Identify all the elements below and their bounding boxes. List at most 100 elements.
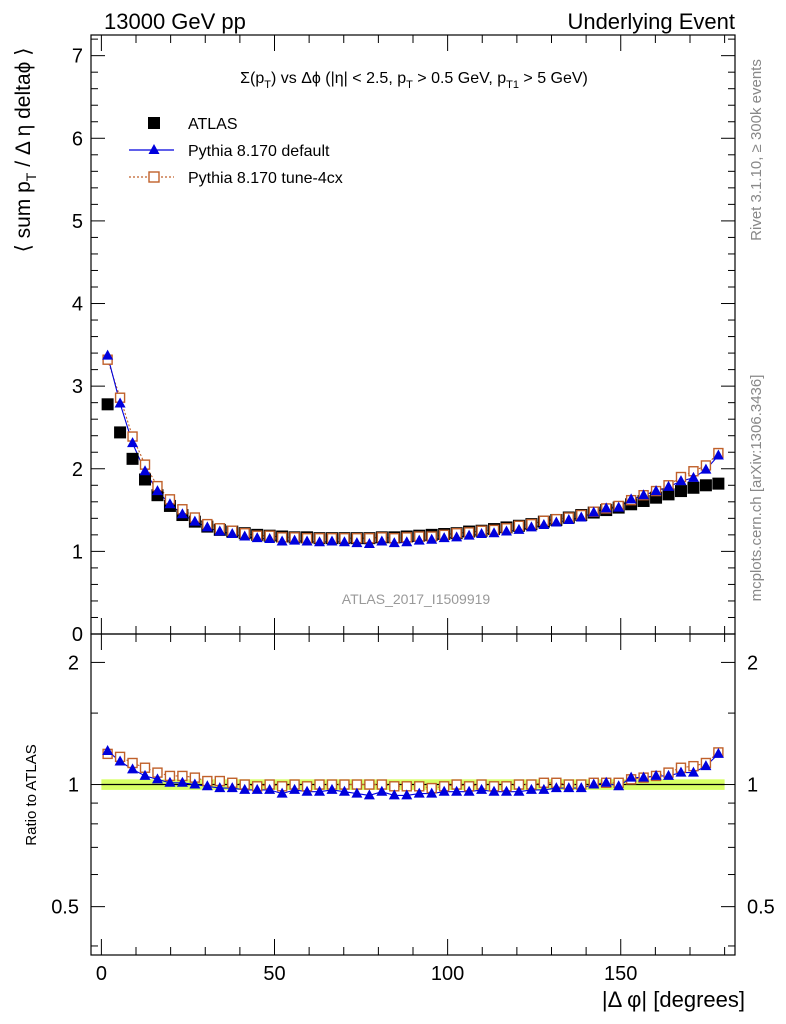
- legend-marker-tune: [148, 171, 160, 183]
- atlas-point: [114, 426, 127, 439]
- y-tick-label: 6: [72, 128, 83, 150]
- x-axis-label: |Δ φ| [degrees]: [602, 987, 745, 1012]
- ratio-default-point: [476, 783, 488, 794]
- ratio-default-point: [638, 771, 650, 782]
- ratio-default-point: [563, 782, 575, 793]
- series-line-tune-4cx: [107, 359, 719, 539]
- y-axis-label: ⟨ sum pT / Δ η deltaϕ ⟩: [12, 48, 39, 253]
- default-point: [625, 493, 637, 504]
- y-tick-label: 0: [72, 624, 83, 646]
- default-point: [351, 537, 363, 548]
- ratio-default-point: [114, 755, 126, 766]
- legend-label-tune: Pythia 8.170 tune-4cx: [188, 170, 343, 187]
- ratio-default-point: [251, 783, 263, 794]
- ratio-default-point: [463, 785, 475, 796]
- default-point: [264, 532, 276, 543]
- default-point: [114, 397, 126, 408]
- ratio-default-point: [351, 787, 363, 798]
- legend-marker-atlas: [148, 117, 160, 129]
- y-tick-label: 3: [72, 376, 83, 398]
- ratio-default-point: [326, 783, 338, 794]
- ratio-y-tick-label-right: 0.5: [747, 897, 775, 919]
- atlas-point: [139, 473, 152, 486]
- ratio-default-point: [189, 778, 201, 789]
- ratio-default-point: [201, 780, 213, 791]
- chart-title: Σ(pT) vs Δϕ (|η| < 2.5, pT > 0.5 GeV, pT…: [240, 70, 588, 91]
- ratio-default-point: [712, 747, 724, 758]
- default-point: [525, 521, 537, 532]
- default-point: [401, 536, 413, 547]
- default-point: [675, 475, 687, 486]
- default-point: [301, 535, 313, 546]
- default-point: [164, 498, 176, 509]
- y-tick-label: 1: [72, 541, 83, 563]
- ratio-default-point: [301, 785, 313, 796]
- default-point: [214, 525, 226, 536]
- atlas-point: [687, 481, 700, 494]
- ratio-y-tick-label-right: 1: [747, 775, 758, 797]
- ratio-default-point: [388, 789, 400, 800]
- legend-label-atlas: ATLAS: [188, 116, 238, 133]
- ratio-tune-4cx-point: [364, 779, 375, 790]
- ratio-y-tick-label: 0.5: [51, 897, 79, 919]
- default-point: [463, 529, 475, 540]
- default-point: [326, 535, 338, 546]
- ratio-default-point: [500, 785, 512, 796]
- default-point: [289, 534, 301, 545]
- ratio-y-tick-label: 2: [68, 652, 79, 674]
- ratio-y-axis-label: Ratio to ATLAS: [23, 744, 40, 845]
- x-tick-label: 0: [96, 963, 107, 985]
- ratio-default-point: [226, 782, 238, 793]
- ratio-default-point: [139, 769, 151, 780]
- ratio-default-point: [151, 773, 163, 784]
- default-point: [338, 536, 350, 547]
- ratio-default-point: [525, 783, 537, 794]
- ratio-default-point: [575, 782, 587, 793]
- default-point: [650, 485, 662, 496]
- header-process: Underlying Event: [567, 9, 735, 34]
- default-point: [189, 515, 201, 526]
- atlas-point: [674, 485, 687, 498]
- ratio-y-tick-label-right: 2: [747, 652, 758, 674]
- default-point: [139, 465, 151, 476]
- default-point: [638, 489, 650, 500]
- default-point: [600, 502, 612, 513]
- default-point: [176, 508, 188, 519]
- header-collision: 13000 GeV pp: [104, 9, 246, 34]
- default-point: [314, 536, 326, 547]
- x-tick-label: 150: [604, 963, 637, 985]
- ratio-default-point: [700, 760, 712, 771]
- atlas-point: [101, 398, 114, 411]
- default-point: [488, 527, 500, 538]
- ratio-default-point: [550, 782, 562, 793]
- default-point: [550, 516, 562, 527]
- ratio-default-point: [276, 787, 288, 798]
- mcplots-label: mcplots.cern.ch [arXiv:1306.3436]: [748, 375, 765, 602]
- atlas-point: [712, 477, 725, 490]
- y-tick-label: 2: [72, 459, 83, 481]
- ratio-default-point: [363, 789, 375, 800]
- default-point: [451, 531, 463, 542]
- default-point: [438, 532, 450, 543]
- ratio-default-point: [176, 776, 188, 787]
- y-tick-label: 5: [72, 211, 83, 233]
- y-tick-label: 4: [72, 294, 83, 316]
- default-point: [426, 533, 438, 544]
- ratio-default-point: [264, 783, 276, 794]
- ratio-default-point: [513, 785, 525, 796]
- ratio-default-point: [588, 778, 600, 789]
- ratio-default-point: [663, 769, 675, 780]
- default-point: [251, 532, 263, 543]
- default-point: [127, 437, 139, 448]
- default-point: [276, 535, 288, 546]
- ratio-default-point: [625, 771, 637, 782]
- default-point: [700, 463, 712, 474]
- ratio-default-point: [376, 785, 388, 796]
- ratio-default-point: [102, 744, 114, 755]
- ratio-default-point: [538, 783, 550, 794]
- atlas-point: [662, 488, 675, 501]
- ratio-default-point: [675, 766, 687, 777]
- default-point: [563, 513, 575, 524]
- ratio-default-point: [314, 785, 326, 796]
